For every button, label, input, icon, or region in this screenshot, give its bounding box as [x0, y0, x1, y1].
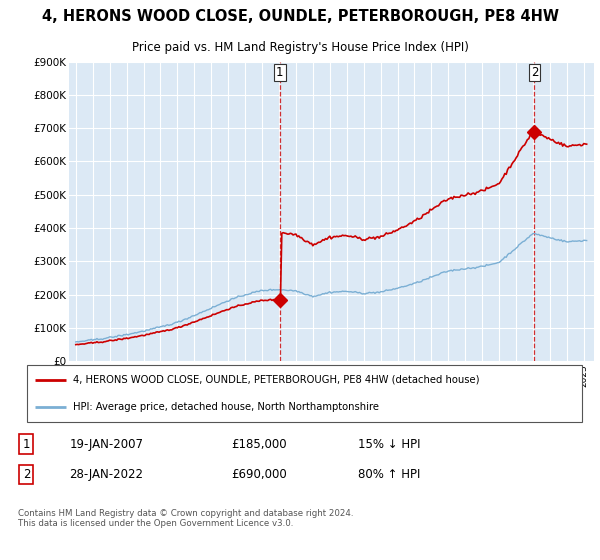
Text: 28-JAN-2022: 28-JAN-2022	[70, 468, 143, 481]
Text: 2: 2	[530, 66, 538, 79]
Text: £690,000: £690,000	[231, 468, 287, 481]
Text: 19-JAN-2007: 19-JAN-2007	[70, 437, 143, 451]
Text: HPI: Average price, detached house, North Northamptonshire: HPI: Average price, detached house, Nort…	[73, 402, 379, 412]
Text: 4, HERONS WOOD CLOSE, OUNDLE, PETERBOROUGH, PE8 4HW: 4, HERONS WOOD CLOSE, OUNDLE, PETERBOROU…	[41, 9, 559, 24]
Text: Price paid vs. HM Land Registry's House Price Index (HPI): Price paid vs. HM Land Registry's House …	[131, 41, 469, 54]
Text: 15% ↓ HPI: 15% ↓ HPI	[358, 437, 420, 451]
Text: 80% ↑ HPI: 80% ↑ HPI	[358, 468, 420, 481]
Text: 1: 1	[276, 66, 284, 79]
Text: £185,000: £185,000	[231, 437, 287, 451]
Text: 2: 2	[23, 468, 30, 481]
Text: 1: 1	[23, 437, 30, 451]
Text: Contains HM Land Registry data © Crown copyright and database right 2024.
This d: Contains HM Land Registry data © Crown c…	[18, 508, 353, 528]
FancyBboxPatch shape	[27, 365, 582, 422]
Text: 4, HERONS WOOD CLOSE, OUNDLE, PETERBOROUGH, PE8 4HW (detached house): 4, HERONS WOOD CLOSE, OUNDLE, PETERBOROU…	[73, 375, 480, 385]
